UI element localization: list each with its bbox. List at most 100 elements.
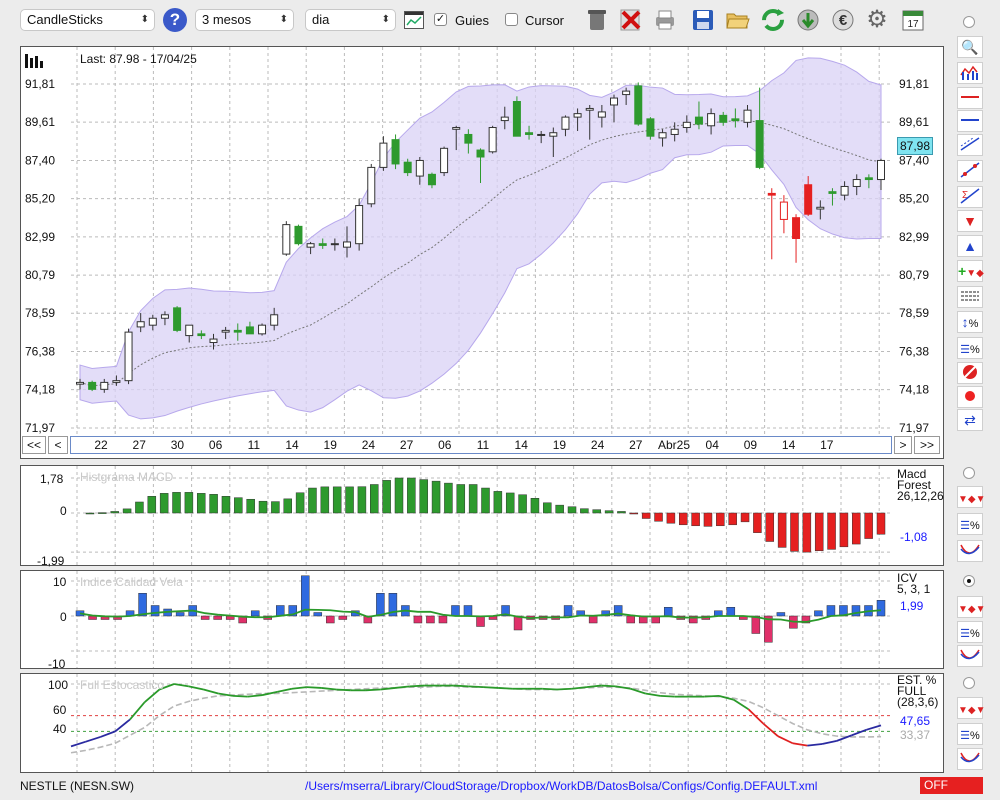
- macd-bar: [555, 504, 564, 514]
- y-tick-label-right: 78,59: [899, 306, 929, 320]
- macd-radio[interactable]: [963, 467, 975, 479]
- candle-body: [852, 179, 861, 187]
- stoch-signal-icon[interactable]: ▼◆▼: [957, 697, 986, 719]
- stoch-k-segment: [807, 743, 823, 747]
- stoch-curve-icon[interactable]: [957, 748, 983, 770]
- macd-bar: [493, 491, 503, 514]
- y-tick-label-left: 78,59: [25, 306, 55, 320]
- config-path-link[interactable]: /Users/mserra/Library/CloudStorage/Dropb…: [305, 779, 818, 793]
- nav-last-button[interactable]: >>: [914, 436, 940, 454]
- icv-radio[interactable]: [963, 575, 975, 587]
- trash-icon[interactable]: [584, 6, 610, 34]
- price-chart[interactable]: 91,81 91,81 89,61 89,61 87,40 87,40 85,20 85,20…: [21, 47, 943, 435]
- candle-body: [197, 333, 206, 337]
- icv-average-line: [79, 608, 882, 623]
- calendar-icon[interactable]: 17: [900, 6, 926, 34]
- stoch-k-segment: [203, 688, 219, 695]
- icv-signal-icon[interactable]: ▼◆▼: [957, 596, 986, 618]
- icv-chart[interactable]: [21, 571, 943, 668]
- x-tick-label: 19: [553, 438, 567, 452]
- candle-body: [500, 116, 509, 122]
- macd-bar: [753, 512, 762, 533]
- candle-body: [573, 113, 582, 118]
- x-tick-label: 19: [324, 438, 338, 452]
- lines-percent-icon[interactable]: ☰%: [957, 337, 983, 359]
- range-percent-icon[interactable]: ↕%: [957, 311, 983, 333]
- y-tick-label-left: 82,99: [25, 230, 55, 244]
- stoch-k-segment: [630, 687, 646, 695]
- x-tick-label: 14: [285, 438, 299, 452]
- macd-bar: [172, 492, 181, 514]
- arrow-down-icon[interactable]: ▼: [957, 210, 983, 232]
- macd-panel[interactable]: [20, 465, 944, 566]
- macd-lines-percent-icon[interactable]: ☰%: [957, 513, 983, 535]
- candle-body: [585, 107, 594, 111]
- stoch-lines-percent-icon[interactable]: ☰%: [957, 723, 983, 745]
- stoch-k-segment: [556, 687, 572, 691]
- stoch-k-segment: [70, 740, 87, 748]
- candle-body: [452, 127, 461, 130]
- macd-histogram-chart[interactable]: [21, 466, 943, 565]
- stoch-radio[interactable]: [963, 677, 975, 689]
- icv-bar: [388, 593, 398, 617]
- save-icon[interactable]: [690, 6, 716, 34]
- macd-bar: [505, 492, 515, 514]
- arrow-up-icon[interactable]: ▲: [957, 235, 983, 257]
- chart-type-select[interactable]: CandleSticks ⬍: [20, 9, 155, 31]
- macd-bar: [357, 486, 367, 514]
- macd-signal-icon[interactable]: ▼◆▼: [957, 486, 986, 508]
- zoom-icon[interactable]: 🔍: [957, 36, 983, 58]
- stop-icon[interactable]: [957, 362, 983, 384]
- download-icon[interactable]: [795, 6, 821, 34]
- off-indicator[interactable]: OFF: [920, 777, 983, 794]
- trendline-icon[interactable]: [957, 160, 983, 182]
- icv-bar: [138, 593, 147, 617]
- open-folder-icon[interactable]: [725, 6, 751, 34]
- gear-icon[interactable]: ⚙: [866, 6, 888, 33]
- icv-lines-percent-icon[interactable]: ☰%: [957, 621, 983, 643]
- macd-bar: [839, 512, 849, 548]
- add-signal-icon[interactable]: +▼◆: [957, 260, 984, 282]
- chevron-updown-icon: ⬍: [279, 14, 288, 25]
- channel-icon[interactable]: [957, 134, 983, 156]
- icv-curve-icon[interactable]: [957, 645, 983, 667]
- date-axis-scrollbar[interactable]: [70, 436, 892, 454]
- blue-hline-icon[interactable]: [957, 110, 983, 132]
- macd-curve-icon[interactable]: [957, 540, 983, 562]
- interval-select[interactable]: dia ⬍: [305, 9, 396, 31]
- red-hline-icon[interactable]: [957, 87, 983, 109]
- main-chart-radio[interactable]: [963, 16, 975, 28]
- icv-bar: [326, 615, 335, 624]
- nav-first-button[interactable]: <<: [22, 436, 46, 454]
- y-tick-label-left: 85,20: [25, 192, 55, 206]
- macd-name: Macd: [897, 467, 927, 481]
- icv-bar: [288, 605, 298, 617]
- macd-bar: [592, 509, 601, 514]
- candle-style-icon[interactable]: [957, 62, 983, 84]
- guides-checkbox[interactable]: ✓: [434, 13, 447, 26]
- refresh-icon[interactable]: [760, 6, 786, 34]
- chevron-updown-icon: ⬍: [381, 14, 390, 25]
- cursor-checkbox[interactable]: [505, 13, 518, 26]
- stoch-k-segment: [365, 688, 381, 692]
- multi-line-icon[interactable]: [957, 286, 983, 308]
- y-tick-label-left: 74,18: [25, 383, 55, 397]
- chart-window-icon[interactable]: [404, 11, 424, 29]
- nav-prev-button[interactable]: <: [48, 436, 68, 454]
- help-icon[interactable]: ?: [163, 8, 187, 32]
- delete-icon[interactable]: [618, 6, 644, 34]
- nav-next-button[interactable]: >: [894, 436, 912, 454]
- x-tick-label: 22: [94, 438, 108, 452]
- period-select[interactable]: 3 mesos ⬍: [195, 9, 294, 31]
- stoch-panel[interactable]: [20, 673, 944, 773]
- macd-bar: [456, 484, 466, 514]
- candle-body: [112, 380, 121, 383]
- candle-body: [209, 338, 218, 344]
- euro-icon[interactable]: €: [830, 6, 856, 34]
- record-icon[interactable]: [957, 386, 983, 408]
- stochastic-chart[interactable]: [21, 674, 943, 772]
- print-icon[interactable]: [652, 6, 678, 34]
- fibonacci-icon[interactable]: Σ: [957, 186, 983, 208]
- candle-body: [682, 121, 691, 129]
- sync-icon[interactable]: ⇄: [957, 409, 983, 431]
